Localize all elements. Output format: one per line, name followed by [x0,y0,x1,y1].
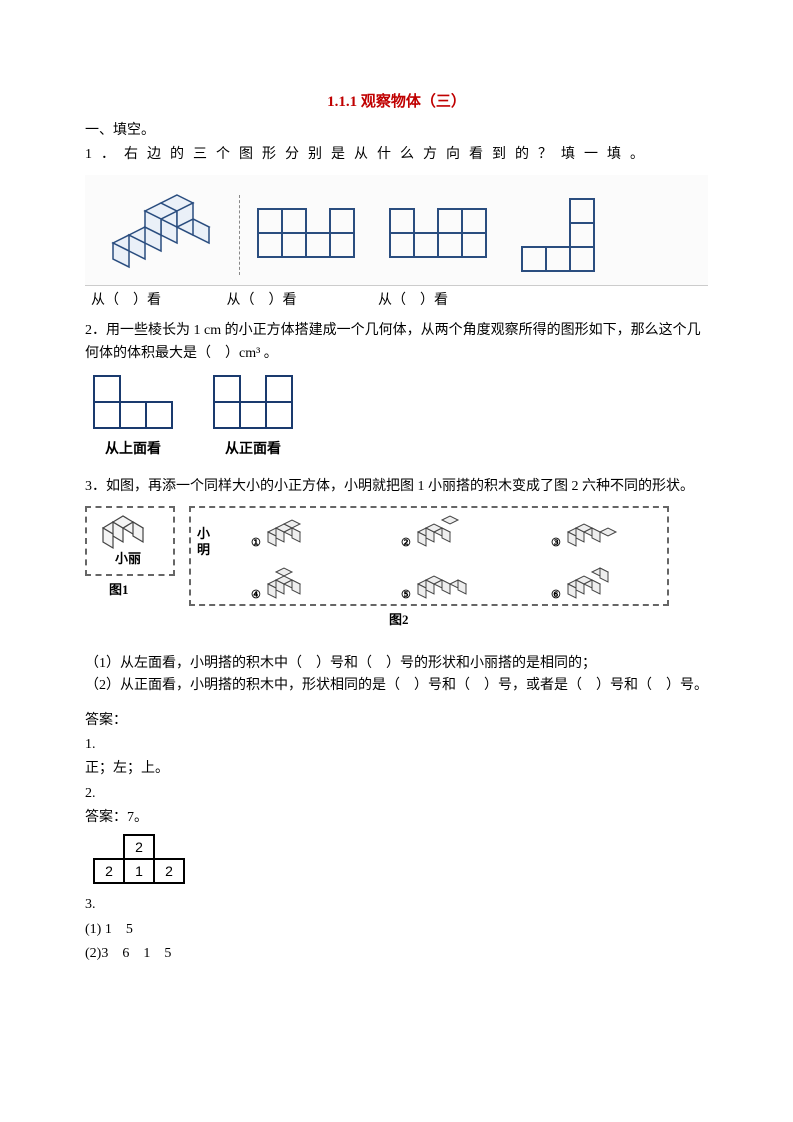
fig1-cube [95,514,163,550]
q2-top-grid [93,375,173,429]
q2-views: 从上面看 从正面看 [93,375,708,462]
q2-text: 2．用一些棱长为 1 cm 的小正方体搭建成一个几何体，从两个角度观察所得的图形… [85,320,708,365]
q1-labels: 从（ ）看 从（ ）看 从（ ）看 [85,290,708,312]
section-header: 一、填空。 [85,120,708,142]
shape-5: ⑤ [401,562,474,605]
xiaoming-label: 小 明 [197,526,210,557]
fig1-box: 小丽 [85,506,175,576]
q1-view-2 [386,205,496,265]
a2-num: 2. [85,783,708,805]
a1-num: 1. [85,734,708,756]
a2-grid-cell: 2 [154,859,184,883]
q2-front-grid [213,375,293,429]
answers-header: 答案： [85,710,708,732]
q2-front-label: 从正面看 [213,439,293,461]
q2-top-label: 从上面看 [93,439,173,461]
q1-view-3 [518,195,598,275]
shape-1: ① [251,514,318,553]
q3-text: 3．如图，再添一个同样大小的小正方体，小明就把图 1 小丽搭的积木变成了图 2 … [85,476,708,498]
q1-3d-shape [95,195,225,275]
q1-figure-strip [85,175,708,286]
divider [239,195,240,275]
a3-num: 3. [85,894,708,916]
a3-1: (1) 1 5 [85,919,708,941]
a2: 答案：7。 [85,807,708,829]
a1: 正；左；上。 [85,758,708,780]
fig2-caption: 图2 [389,610,669,631]
q3-sub1: （1）从左面看，小明搭的积木中（ ）号和（ ）号的形状和小丽搭的是相同的； [85,653,708,675]
shape-4: ④ [251,562,318,605]
a2-grid: 2 2 1 2 [93,834,185,885]
shape-3: ③ [551,514,618,553]
answers: 答案： 1. 正；左；上。 2. 答案：7。 2 2 1 2 3. (1) 1 … [85,710,708,966]
fig2-box: 小 明 ① ② ③ [189,506,669,606]
page-title: 1.1.1 观察物体（三） [85,90,708,114]
shape-6: ⑥ [551,562,618,605]
shape-2: ② [401,514,468,553]
q1-text: 1．右边的三个图形分别是从什么方向看到的？填一填。 [85,144,708,166]
q3-figures: 小丽 图1 小 明 ① ② [85,506,708,631]
fig1-caption: 图1 [109,580,175,601]
a2-grid-cell: 2 [124,835,154,859]
a2-grid-cell: 2 [94,859,124,883]
xiaoli-label: 小丽 [115,549,141,570]
q3-sub2: （2）从正面看，小明搭的积木中，形状相同的是（ ）号和（ ）号，或者是（ ）号和… [85,675,708,697]
a2-grid-cell: 1 [124,859,154,883]
a3-2: (2)3 6 1 5 [85,943,708,965]
q1-view-1 [254,205,364,265]
